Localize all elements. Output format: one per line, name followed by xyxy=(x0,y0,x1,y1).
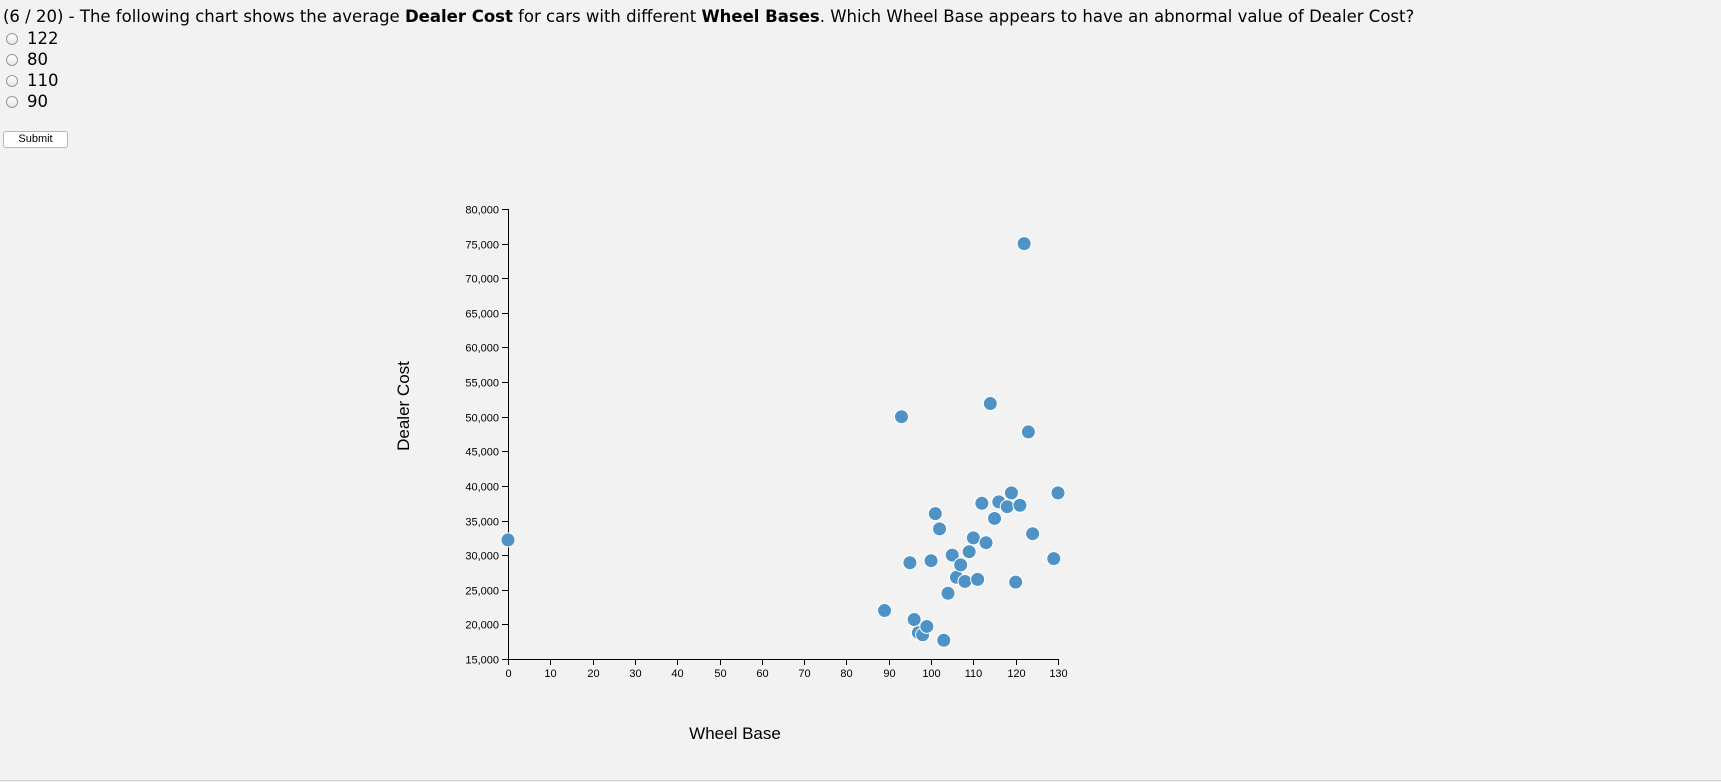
x-tick-label: 30 xyxy=(629,668,641,680)
y-tick-label: 50,000 xyxy=(465,413,499,425)
x-tick-label: 60 xyxy=(756,668,768,680)
y-tick-label: 45,000 xyxy=(465,447,499,459)
data-point xyxy=(906,612,922,628)
data-point xyxy=(932,521,948,537)
radio-button[interactable] xyxy=(6,32,18,45)
data-point xyxy=(953,557,969,573)
data-point xyxy=(961,544,977,560)
y-tick-label: 55,000 xyxy=(465,378,499,390)
data-point xyxy=(1008,574,1024,590)
y-tick-label: 35,000 xyxy=(465,517,499,529)
data-point xyxy=(877,603,893,619)
y-tick-label: 30,000 xyxy=(465,551,499,563)
question-suffix: . Which Wheel Base appears to have an ab… xyxy=(819,7,1415,26)
x-tick-label: 70 xyxy=(798,668,810,680)
option-label[interactable]: 80 xyxy=(27,50,48,69)
data-point xyxy=(1025,526,1041,542)
x-tick-label: 20 xyxy=(587,668,599,680)
x-tick-label: 130 xyxy=(1049,668,1067,680)
y-tick-label: 75,000 xyxy=(465,240,499,252)
x-tick-label: 90 xyxy=(883,668,895,680)
data-point xyxy=(982,396,998,412)
radio-button[interactable] xyxy=(6,95,18,108)
y-tick-label: 20,000 xyxy=(465,620,499,632)
y-tick-label: 65,000 xyxy=(465,309,499,321)
data-point xyxy=(1046,551,1062,567)
data-point xyxy=(1016,236,1032,252)
option-label[interactable]: 122 xyxy=(27,29,59,48)
option-label[interactable]: 90 xyxy=(27,92,48,111)
bottom-divider xyxy=(0,780,1721,781)
data-point xyxy=(970,571,986,587)
data-point xyxy=(978,535,994,551)
question-prefix: (6 / 20) - The following chart shows the… xyxy=(3,7,405,26)
submit-button[interactable]: Submit xyxy=(3,131,68,148)
y-tick-label: 60,000 xyxy=(465,343,499,355)
data-point xyxy=(919,618,935,634)
x-axis-title: Wheel Base xyxy=(689,724,781,743)
option-label[interactable]: 110 xyxy=(27,71,59,90)
data-point xyxy=(974,495,990,511)
x-tick-label: 0 xyxy=(505,668,511,680)
option-row[interactable]: 110 xyxy=(6,70,59,91)
radio-button[interactable] xyxy=(6,53,18,66)
y-tick-label: 15,000 xyxy=(465,655,499,667)
option-row[interactable]: 90 xyxy=(6,91,59,112)
data-point xyxy=(999,499,1015,515)
data-point xyxy=(923,553,939,569)
y-tick-label: 25,000 xyxy=(465,586,499,598)
option-row[interactable]: 80 xyxy=(6,49,59,70)
x-axis: 0 10 20 30 40 50 60 70 80 90 100 110 120 130 xyxy=(505,659,1068,680)
data-point xyxy=(1003,485,1019,501)
x-tick-label: 80 xyxy=(840,668,852,680)
data-point xyxy=(1012,497,1028,513)
x-tick-label: 40 xyxy=(671,668,683,680)
x-tick-label: 50 xyxy=(714,668,726,680)
data-point xyxy=(893,409,909,425)
data-point xyxy=(500,532,516,548)
data-point xyxy=(1050,485,1066,501)
y-axis: 15,000 20,000 25,000 30,000 35,000 40,000 45,0… xyxy=(465,205,509,667)
data-point xyxy=(944,547,960,563)
data-point xyxy=(902,555,918,571)
y-tick-label: 70,000 xyxy=(465,274,499,286)
y-tick-label: 40,000 xyxy=(465,482,499,494)
y-axis-title: Dealer Cost xyxy=(394,361,413,451)
data-point xyxy=(957,573,973,589)
question-middle: for cars with different xyxy=(512,7,702,26)
question-text: (6 / 20) - The following chart shows the… xyxy=(3,6,1414,28)
data-point xyxy=(965,530,981,546)
data-point xyxy=(927,506,943,522)
y-tick-label: 80,000 xyxy=(465,205,499,217)
x-tick-label: 10 xyxy=(544,668,556,680)
question-bold-dealer-cost: Dealer Cost xyxy=(404,7,513,26)
x-tick-label: 110 xyxy=(965,668,983,680)
data-point xyxy=(987,510,1003,526)
data-point xyxy=(940,585,956,601)
data-points xyxy=(500,236,1066,648)
data-point xyxy=(1020,424,1036,440)
x-tick-label: 100 xyxy=(922,668,940,680)
option-row[interactable]: 122 xyxy=(6,28,59,49)
answer-options: 122 80 110 90 xyxy=(6,28,59,112)
data-point xyxy=(936,632,952,648)
question-bold-wheel-bases: Wheel Bases xyxy=(701,7,820,26)
radio-button[interactable] xyxy=(6,74,18,87)
x-tick-label: 120 xyxy=(1007,668,1025,680)
